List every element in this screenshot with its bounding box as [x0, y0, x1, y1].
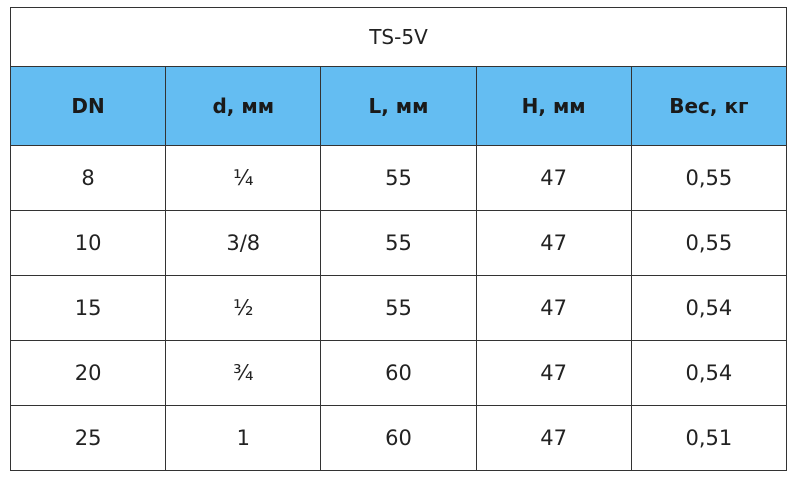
table-cell: 47 [475, 210, 632, 276]
header-cell: Вес, кг [630, 66, 788, 146]
header-cell: L, мм [320, 66, 477, 146]
table-cell: 47 [475, 340, 632, 406]
table-cell: 55 [320, 210, 477, 276]
spec-table: TS-5V DN d, мм L, мм H, мм Вес, кг 8 ¼ 55 47 0,5… [9, 7, 788, 471]
header-cell: d, мм [165, 66, 322, 146]
table-cell: 0,54 [630, 275, 788, 341]
table-title: TS-5V [10, 7, 787, 67]
table-cell: ½ [165, 275, 322, 341]
table-row: 20 ¾ 60 47 0,54 [9, 340, 788, 406]
table-row: 15 ½ 55 47 0,54 [9, 275, 788, 341]
table-cell: 60 [320, 340, 477, 406]
header-cell: DN [9, 66, 167, 146]
table-cell: 25 [9, 405, 167, 471]
table-cell: ¾ [165, 340, 322, 406]
table-cell: 47 [475, 275, 632, 341]
table-row: 25 1 60 47 0,51 [9, 405, 788, 471]
table-cell: 55 [320, 275, 477, 341]
table-cell: 0,55 [630, 210, 788, 276]
table-cell: 60 [320, 405, 477, 471]
table-cell: 0,51 [630, 405, 788, 471]
table-cell: 47 [475, 405, 632, 471]
table-cell: 3/8 [165, 210, 322, 276]
table-cell: 8 [9, 145, 167, 211]
table-cell: 15 [9, 275, 167, 341]
table-cell: ¼ [165, 145, 322, 211]
table-cell: 10 [9, 210, 167, 276]
header-row: DN d, мм L, мм H, мм Вес, кг [9, 66, 788, 146]
table-cell: 1 [165, 405, 322, 471]
table-cell: 55 [320, 145, 477, 211]
header-cell: H, мм [475, 66, 632, 146]
table-cell: 0,54 [630, 340, 788, 406]
table-cell: 20 [9, 340, 167, 406]
table-cell: 47 [475, 145, 632, 211]
table-row: 10 3/8 55 47 0,55 [9, 210, 788, 276]
table-cell: 0,55 [630, 145, 788, 211]
table-row: 8 ¼ 55 47 0,55 [9, 145, 788, 211]
